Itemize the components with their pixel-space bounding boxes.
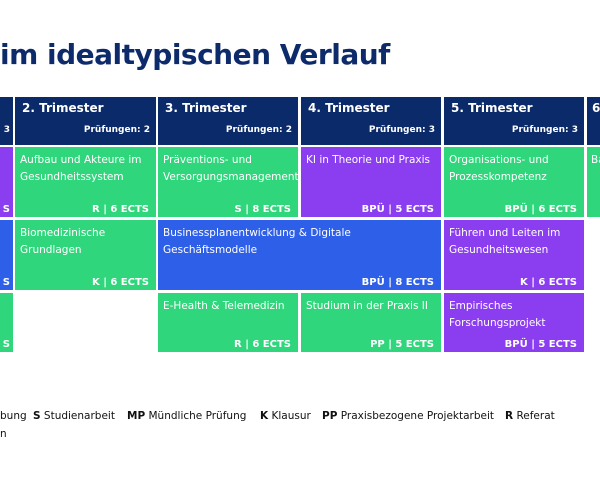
legend-text: Studienarbeit xyxy=(43,410,115,422)
trimester-exams: Prüfungen: 2 xyxy=(225,125,292,135)
legend-abbr: R xyxy=(505,410,514,422)
trimester-name: 4. Trimester xyxy=(308,101,390,115)
module-card: Führen und Leiten im Gesundheitswesen K … xyxy=(444,220,584,290)
module-code: S xyxy=(2,204,10,215)
legend-item: R Referat xyxy=(505,410,555,422)
legend-abbr: S xyxy=(33,410,41,422)
module-code: BPÜ | 5 ECTS xyxy=(504,339,577,350)
page-title: im idealtypischen Verlauf xyxy=(0,38,390,71)
trimester-name: 5. Trimester xyxy=(451,101,533,115)
module-code: PP | 5 ECTS xyxy=(370,339,434,350)
trimester-exams: Prüfungen: 3 xyxy=(511,125,578,135)
trimester-header-5: 5. Trimester Prüfungen: 3 xyxy=(444,97,584,145)
module-title: E-Health & Telemedizin xyxy=(163,300,285,312)
trimester-exams: Prüfungen: 2 xyxy=(83,125,150,135)
module-title: Studium in der Praxis II xyxy=(306,300,428,312)
module-card: Ba xyxy=(587,147,600,217)
module-card: Businessplanentwicklung & Digitale Gesch… xyxy=(158,220,441,290)
module-title: Aufbau und Akteure im Gesundheitssystem xyxy=(20,154,142,183)
module-card: S xyxy=(0,147,13,217)
legend-text: bung xyxy=(0,410,27,422)
legend-text: Mündliche Prüfung xyxy=(148,410,247,422)
module-code: K | 6 ECTS xyxy=(520,277,577,288)
trimester-header-1: 3 xyxy=(0,97,13,145)
legend-item: MP Mündliche Prüfung xyxy=(127,410,246,422)
legend-item: PP Praxisbezogene Projektarbeit xyxy=(322,410,494,422)
module-code: R | 6 ECTS xyxy=(92,204,149,215)
legend-text: Praxisbezogene Projektarbeit xyxy=(340,410,495,422)
module-card: Organisations- und Prozesskompetenz BPÜ … xyxy=(444,147,584,217)
trimester-header-2: 2. Trimester Prüfungen: 2 xyxy=(15,97,156,145)
trimester-name: 2. Trimester xyxy=(22,101,104,115)
module-code: BPÜ | 6 ECTS xyxy=(504,204,577,215)
module-title: Ba xyxy=(591,154,600,166)
module-code: S xyxy=(2,277,10,288)
module-title: Präventions- und Versorgungsmanagement xyxy=(163,154,298,183)
module-title: Biomedizinische Grundlagen xyxy=(20,227,106,256)
trimester-header-4: 4. Trimester Prüfungen: 3 xyxy=(301,97,441,145)
module-card: E-Health & Telemedizin R | 6 ECTS xyxy=(158,293,298,352)
trimester-exams: Prüfungen: 3 xyxy=(368,125,435,135)
module-card: S xyxy=(0,220,13,290)
module-title: Businessplanentwicklung & Digitale Gesch… xyxy=(163,227,351,256)
legend-extra: n xyxy=(0,428,7,440)
module-card: Empirisches Forschungsprojekt BPÜ | 5 EC… xyxy=(444,293,584,352)
legend-item: S Studienarbeit xyxy=(33,410,115,422)
module-card: KI in Theorie und Praxis BPÜ | 5 ECTS xyxy=(301,147,441,217)
legend-text: Klausur xyxy=(271,410,311,422)
legend-abbr: PP xyxy=(322,410,338,422)
legend-text: Referat xyxy=(516,410,555,422)
module-code: S xyxy=(2,339,10,350)
legend-abbr: K xyxy=(260,410,269,422)
trimester-name: 6 xyxy=(592,101,600,115)
module-title: KI in Theorie und Praxis xyxy=(306,154,431,166)
trimester-name: 3. Trimester xyxy=(165,101,247,115)
trimester-header-6: 6 xyxy=(587,97,600,145)
module-card: Aufbau und Akteure im Gesundheitssystem … xyxy=(15,147,156,217)
module-card: S xyxy=(0,293,13,352)
module-code: BPÜ | 5 ECTS xyxy=(361,204,434,215)
legend-item: bung xyxy=(0,410,27,422)
module-card: Studium in der Praxis II PP | 5 ECTS xyxy=(301,293,441,352)
module-card: Präventions- und Versorgungsmanagement S… xyxy=(158,147,298,217)
module-code: R | 6 ECTS xyxy=(234,339,291,350)
trimester-exams: 3 xyxy=(3,125,10,135)
module-title: Organisations- und Prozesskompetenz xyxy=(449,154,549,183)
module-code: K | 6 ECTS xyxy=(92,277,149,288)
module-title: Führen und Leiten im Gesundheitswesen xyxy=(449,227,561,256)
module-code: S | 8 ECTS xyxy=(234,204,291,215)
module-title: Empirisches Forschungsprojekt xyxy=(449,300,546,329)
legend-abbr: MP xyxy=(127,410,146,422)
module-code: BPÜ | 8 ECTS xyxy=(361,277,434,288)
legend-item: K Klausur xyxy=(260,410,311,422)
trimester-header-3: 3. Trimester Prüfungen: 2 xyxy=(158,97,298,145)
module-card: Biomedizinische Grundlagen K | 6 ECTS xyxy=(15,220,156,290)
